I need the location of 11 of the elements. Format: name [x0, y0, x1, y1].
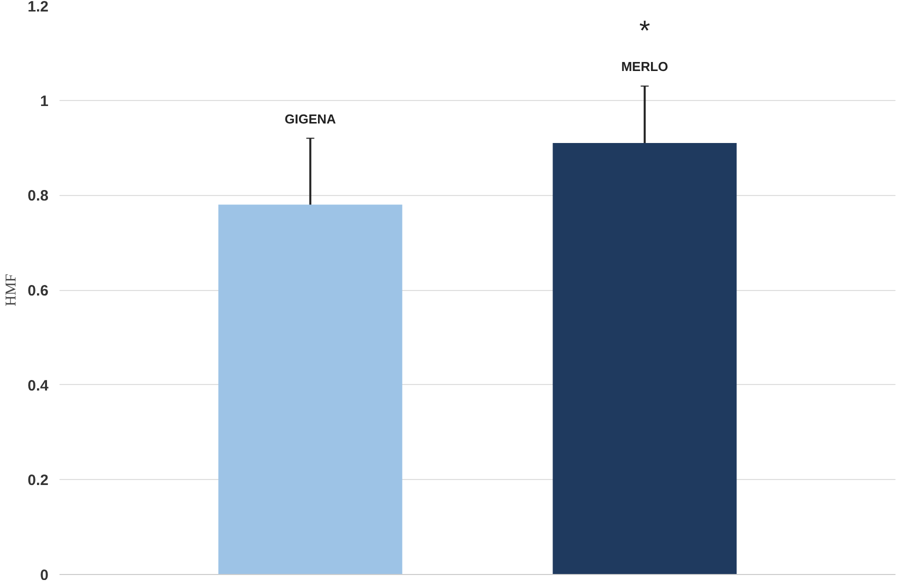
y-tick-label: 0.2	[28, 472, 49, 490]
y-tick-label: 1	[40, 92, 48, 110]
annotation: *	[639, 15, 650, 46]
x-tick-label: GIGENA	[284, 111, 337, 126]
y-tick-label: 1.2	[28, 0, 49, 16]
y-tick-label: 0	[40, 567, 48, 584]
y-tick-label: 0.4	[28, 377, 50, 394]
y-tick-label: 0.6	[28, 282, 49, 300]
x-tick-label: MERLO	[621, 59, 668, 74]
y-tick-label: 0.8	[28, 188, 49, 205]
y-axis-title: HMF	[4, 274, 20, 306]
